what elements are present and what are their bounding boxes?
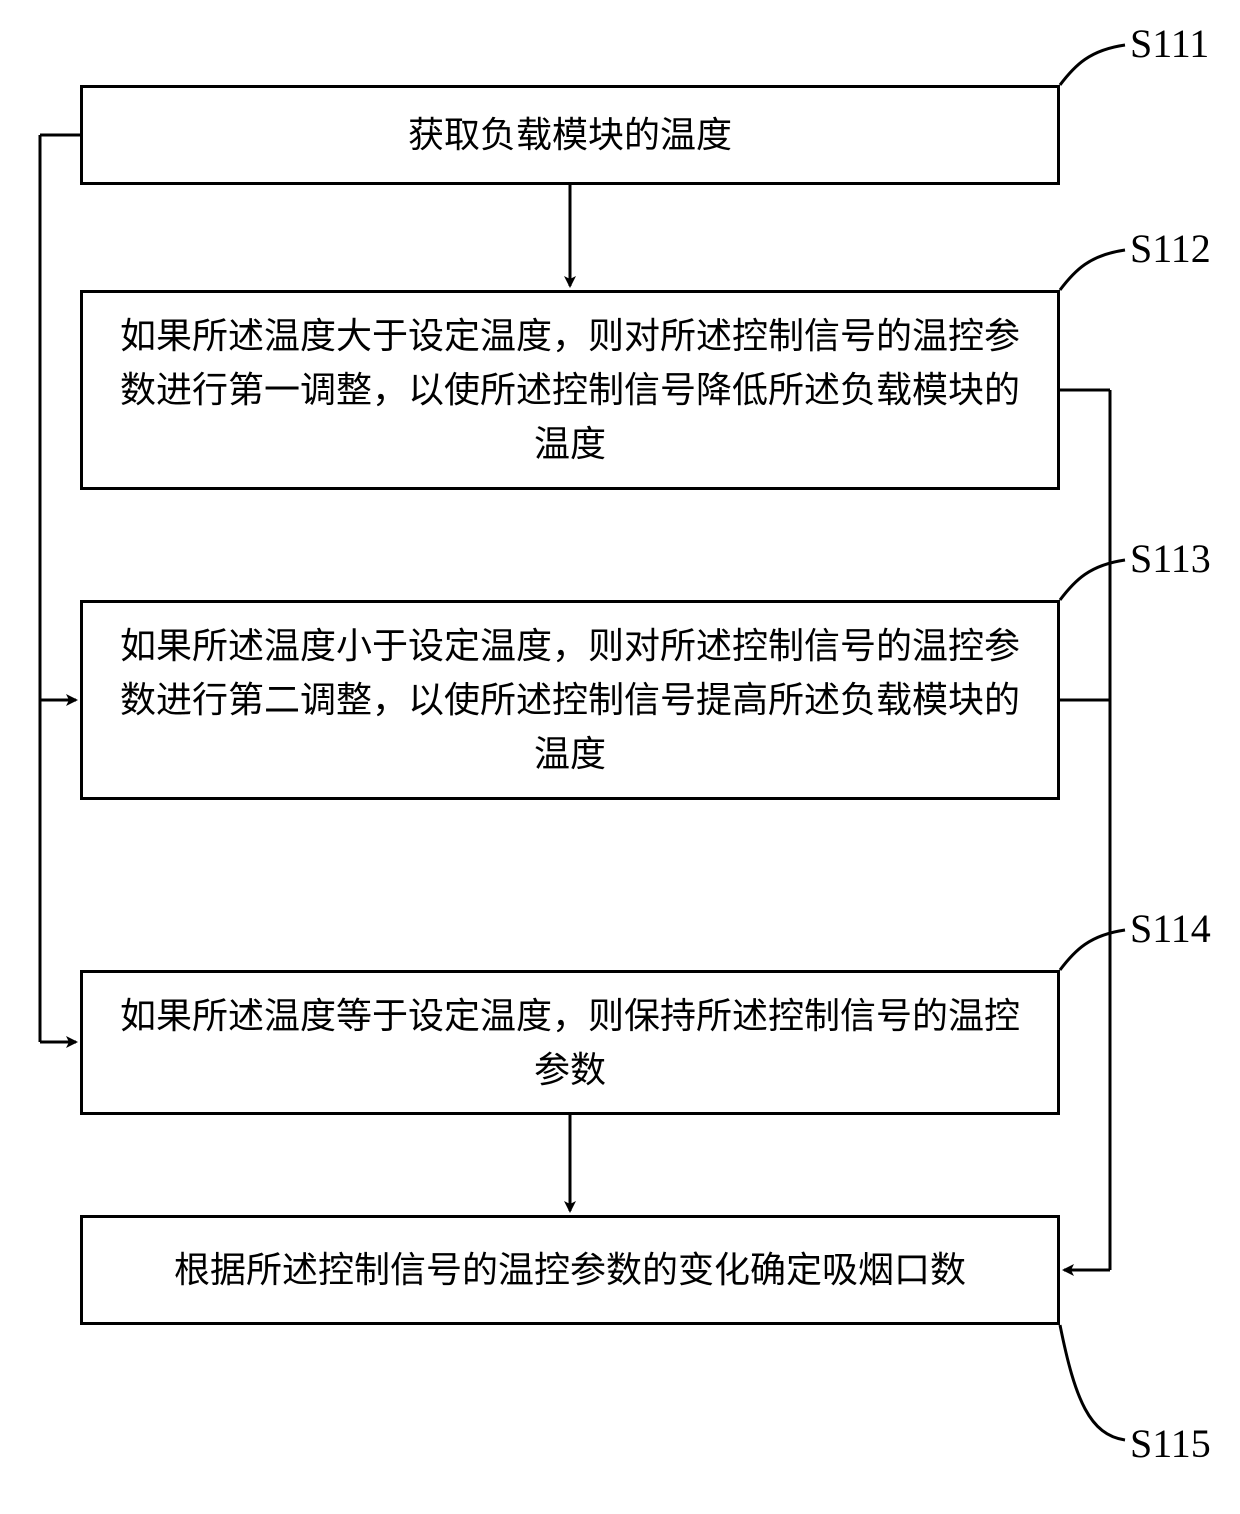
- step-label-s114: S114: [1130, 905, 1211, 952]
- step-box-s112: 如果所述温度大于设定温度，则对所述控制信号的温控参数进行第一调整，以使所述控制信…: [80, 290, 1060, 490]
- step-box-s115: 根据所述控制信号的温控参数的变化确定吸烟口数: [80, 1215, 1060, 1325]
- step-text-s113: 如果所述温度小于设定温度，则对所述控制信号的温控参数进行第二调整，以使所述控制信…: [103, 619, 1037, 781]
- step-box-s111: 获取负载模块的温度: [80, 85, 1060, 185]
- step-label-s111: S111: [1130, 20, 1209, 67]
- step-label-s113: S113: [1130, 535, 1211, 582]
- step-box-s113: 如果所述温度小于设定温度，则对所述控制信号的温控参数进行第二调整，以使所述控制信…: [80, 600, 1060, 800]
- step-text-s111: 获取负载模块的温度: [408, 108, 732, 162]
- step-label-s115: S115: [1130, 1420, 1211, 1467]
- step-label-s112: S112: [1130, 225, 1211, 272]
- step-text-s114: 如果所述温度等于设定温度，则保持所述控制信号的温控参数: [103, 989, 1037, 1097]
- step-box-s114: 如果所述温度等于设定温度，则保持所述控制信号的温控参数: [80, 970, 1060, 1115]
- step-text-s115: 根据所述控制信号的温控参数的变化确定吸烟口数: [174, 1243, 966, 1297]
- flowchart-container: 获取负载模块的温度 S111 如果所述温度大于设定温度，则对所述控制信号的温控参…: [0, 0, 1240, 1514]
- step-text-s112: 如果所述温度大于设定温度，则对所述控制信号的温控参数进行第一调整，以使所述控制信…: [103, 309, 1037, 471]
